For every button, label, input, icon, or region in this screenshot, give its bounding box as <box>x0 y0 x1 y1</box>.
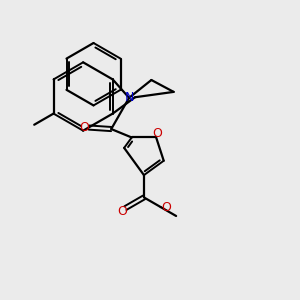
Text: O: O <box>118 205 128 218</box>
Text: O: O <box>152 127 162 140</box>
Text: N: N <box>125 91 134 104</box>
Text: O: O <box>79 121 89 134</box>
Text: O: O <box>161 201 171 214</box>
